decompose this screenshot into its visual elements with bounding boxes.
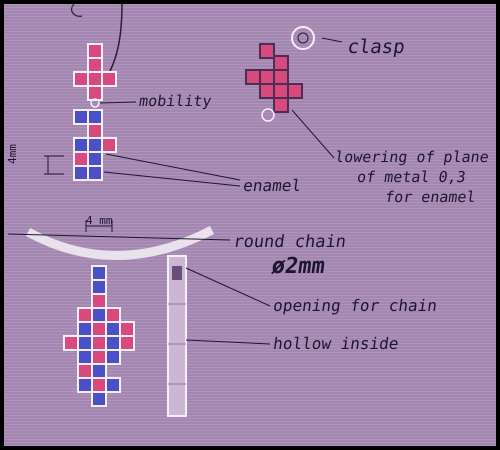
- enamel-cell-top: [87, 71, 103, 87]
- enamel-cell-pendant: [77, 307, 93, 323]
- clasp-enamel-cell: [273, 83, 289, 99]
- enamel-cell-pendant: [77, 335, 93, 351]
- enamel-cell-pendant: [77, 349, 93, 365]
- enamel-cell-pendant: [77, 321, 93, 337]
- jump-ring: [90, 98, 100, 108]
- enamel-cell-pendant: [91, 293, 107, 309]
- clasp-loop: [261, 108, 275, 122]
- enamel-cell-pendant: [105, 335, 121, 351]
- enamel-cell-lower: [73, 137, 89, 153]
- cord-loop: [70, 4, 83, 17]
- enamel-cell-lower: [87, 109, 103, 125]
- enamel-cell-pendant: [91, 307, 107, 323]
- label-clasp: clasp: [346, 36, 407, 58]
- enamel-cell-lower: [101, 137, 117, 153]
- leader-clasp: [321, 37, 343, 43]
- clasp-enamel-cell: [273, 97, 289, 113]
- enamel-cell-pendant: [105, 307, 121, 323]
- enamel-cell-pendant: [119, 321, 135, 337]
- clasp-enamel-cell: [287, 83, 303, 99]
- enamel-cell-lower: [73, 165, 89, 181]
- leader-round-chain: [7, 233, 231, 241]
- leader-enamel: [105, 153, 241, 181]
- enamel-cell-pendant: [91, 265, 107, 281]
- label-lowering-line3: for enamel: [384, 188, 477, 206]
- chain-opening-slot: [172, 266, 182, 280]
- leader-enamel: [103, 171, 241, 187]
- enamel-cell-pendant: [105, 321, 121, 337]
- pendant-side-view-icon: [167, 255, 187, 417]
- clasp-enamel-cell: [273, 55, 289, 71]
- enamel-cell-pendant: [105, 349, 121, 365]
- clasp-enamel-cell: [245, 69, 261, 85]
- enamel-cell-top: [87, 43, 103, 59]
- label-opening-for-chain: opening for chain: [272, 296, 439, 315]
- enamel-cell-top: [87, 57, 103, 73]
- enamel-cell-pendant: [91, 391, 107, 407]
- enamel-cell-top: [73, 71, 89, 87]
- label-hollow-inside: hollow inside: [272, 334, 400, 353]
- enamel-cell-pendant: [63, 335, 79, 351]
- round-chain: [25, 226, 215, 260]
- clasp-enamel-cell: [259, 43, 275, 59]
- clasp-enamel-cell: [273, 69, 289, 85]
- enamel-cell-lower: [87, 165, 103, 181]
- clasp-ring: [291, 26, 315, 50]
- enamel-cell-lower: [73, 109, 89, 125]
- sketch-sheet: clasp mobility lowering of plane of meta…: [4, 4, 496, 446]
- enamel-cell-pendant: [91, 335, 107, 351]
- enamel-cell-pendant: [91, 279, 107, 295]
- enamel-cell-lower: [87, 137, 103, 153]
- enamel-cell-pendant: [77, 363, 93, 379]
- enamel-cell-lower: [87, 151, 103, 167]
- label-enamel: enamel: [242, 176, 303, 195]
- clasp-enamel-cell: [259, 69, 275, 85]
- leader-opening: [185, 267, 271, 307]
- enamel-cell-top: [87, 85, 103, 101]
- label-mobility: mobility: [138, 92, 213, 110]
- enamel-cell-pendant: [91, 321, 107, 337]
- label-lowering-line1: lowering of plane: [334, 148, 491, 166]
- enamel-cell-pendant: [105, 377, 121, 393]
- leader-hollow: [185, 339, 271, 345]
- enamel-cell-top: [101, 71, 117, 87]
- label-diameter: ø2mm: [270, 254, 327, 279]
- enamel-cell-pendant: [91, 377, 107, 393]
- dimension-width: 4 mm: [86, 214, 113, 227]
- enamel-cell-pendant: [91, 363, 107, 379]
- dimension-vertical: 4mm: [6, 144, 19, 164]
- leader-lowering-of-plane: [291, 109, 335, 159]
- label-round-chain: round chain: [232, 232, 348, 252]
- clasp-enamel-cell: [259, 83, 275, 99]
- enamel-cell-lower: [73, 151, 89, 167]
- enamel-cell-pendant: [77, 377, 93, 393]
- enamel-cell-pendant: [119, 335, 135, 351]
- label-lowering-line2: of metal 0,3: [356, 168, 467, 186]
- sketch-drawing: [7, 4, 343, 417]
- enamel-cell-lower: [87, 123, 103, 139]
- leader-mobility: [99, 101, 137, 104]
- clasp-icon: [297, 32, 309, 44]
- enamel-cell-pendant: [91, 349, 107, 365]
